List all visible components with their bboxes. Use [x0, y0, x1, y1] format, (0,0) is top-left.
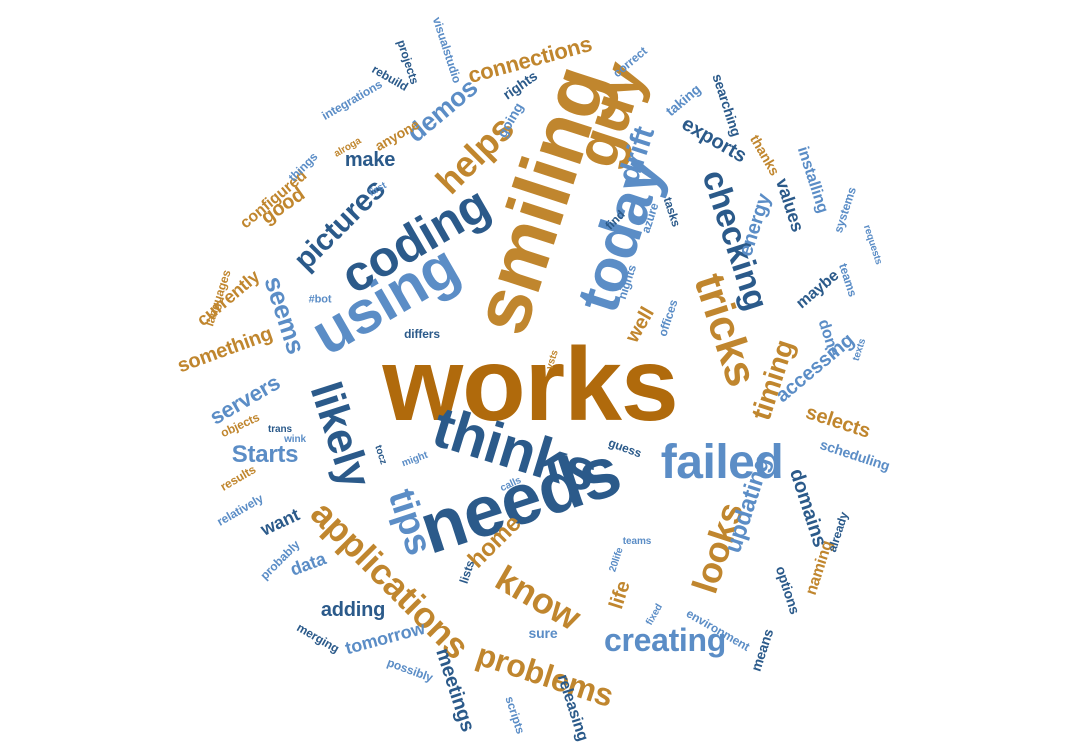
word-creating: creating: [604, 622, 726, 658]
word-lists: lists: [456, 558, 478, 586]
word-selects: selects: [803, 401, 873, 443]
word-might: might: [400, 449, 430, 470]
word-thanks: thanks: [746, 131, 784, 179]
word-domains: domains: [785, 466, 831, 550]
word-life: life: [605, 578, 635, 612]
word-sure: sure: [528, 625, 558, 641]
word-failed: failed: [660, 436, 784, 489]
word-means: means: [747, 626, 777, 674]
word-differs: differs: [404, 327, 440, 341]
word-taking: taking: [662, 80, 704, 120]
word-make: make: [344, 149, 396, 171]
word-already: already: [824, 510, 852, 554]
word-teams: teams: [622, 536, 652, 547]
word-requests: requests: [860, 223, 885, 266]
word-want: want: [257, 504, 303, 540]
word-visualstudio: visualstudio: [429, 15, 465, 85]
word-meetings: meetings: [431, 645, 479, 735]
word-scripts: scripts: [502, 694, 528, 736]
word-tasks: tasks: [660, 195, 684, 229]
word-wink: wink: [284, 434, 306, 445]
word-integrations: integrations: [319, 77, 385, 123]
word-adding: adding: [320, 599, 386, 621]
word-problems: problems: [472, 636, 618, 714]
word-teams: teams: [836, 261, 860, 299]
word-tomorrow: tomorrow: [343, 617, 427, 659]
word-20life: 20life: [607, 546, 626, 574]
word-starts: Starts: [231, 441, 299, 468]
word-options: options: [772, 563, 804, 617]
word-values: values: [771, 175, 809, 235]
word-possibly: possibly: [385, 655, 435, 685]
word-systems: systems: [831, 185, 859, 235]
word-likely: likely: [300, 376, 381, 494]
word-merging: merging: [294, 620, 342, 656]
word--bot: #bot: [308, 293, 332, 306]
word-something: something: [174, 322, 276, 378]
word-trans: trans: [268, 424, 292, 435]
word-works: works: [382, 327, 678, 443]
word-maybe: maybe: [793, 267, 843, 313]
word-scheduling: scheduling: [818, 436, 892, 474]
